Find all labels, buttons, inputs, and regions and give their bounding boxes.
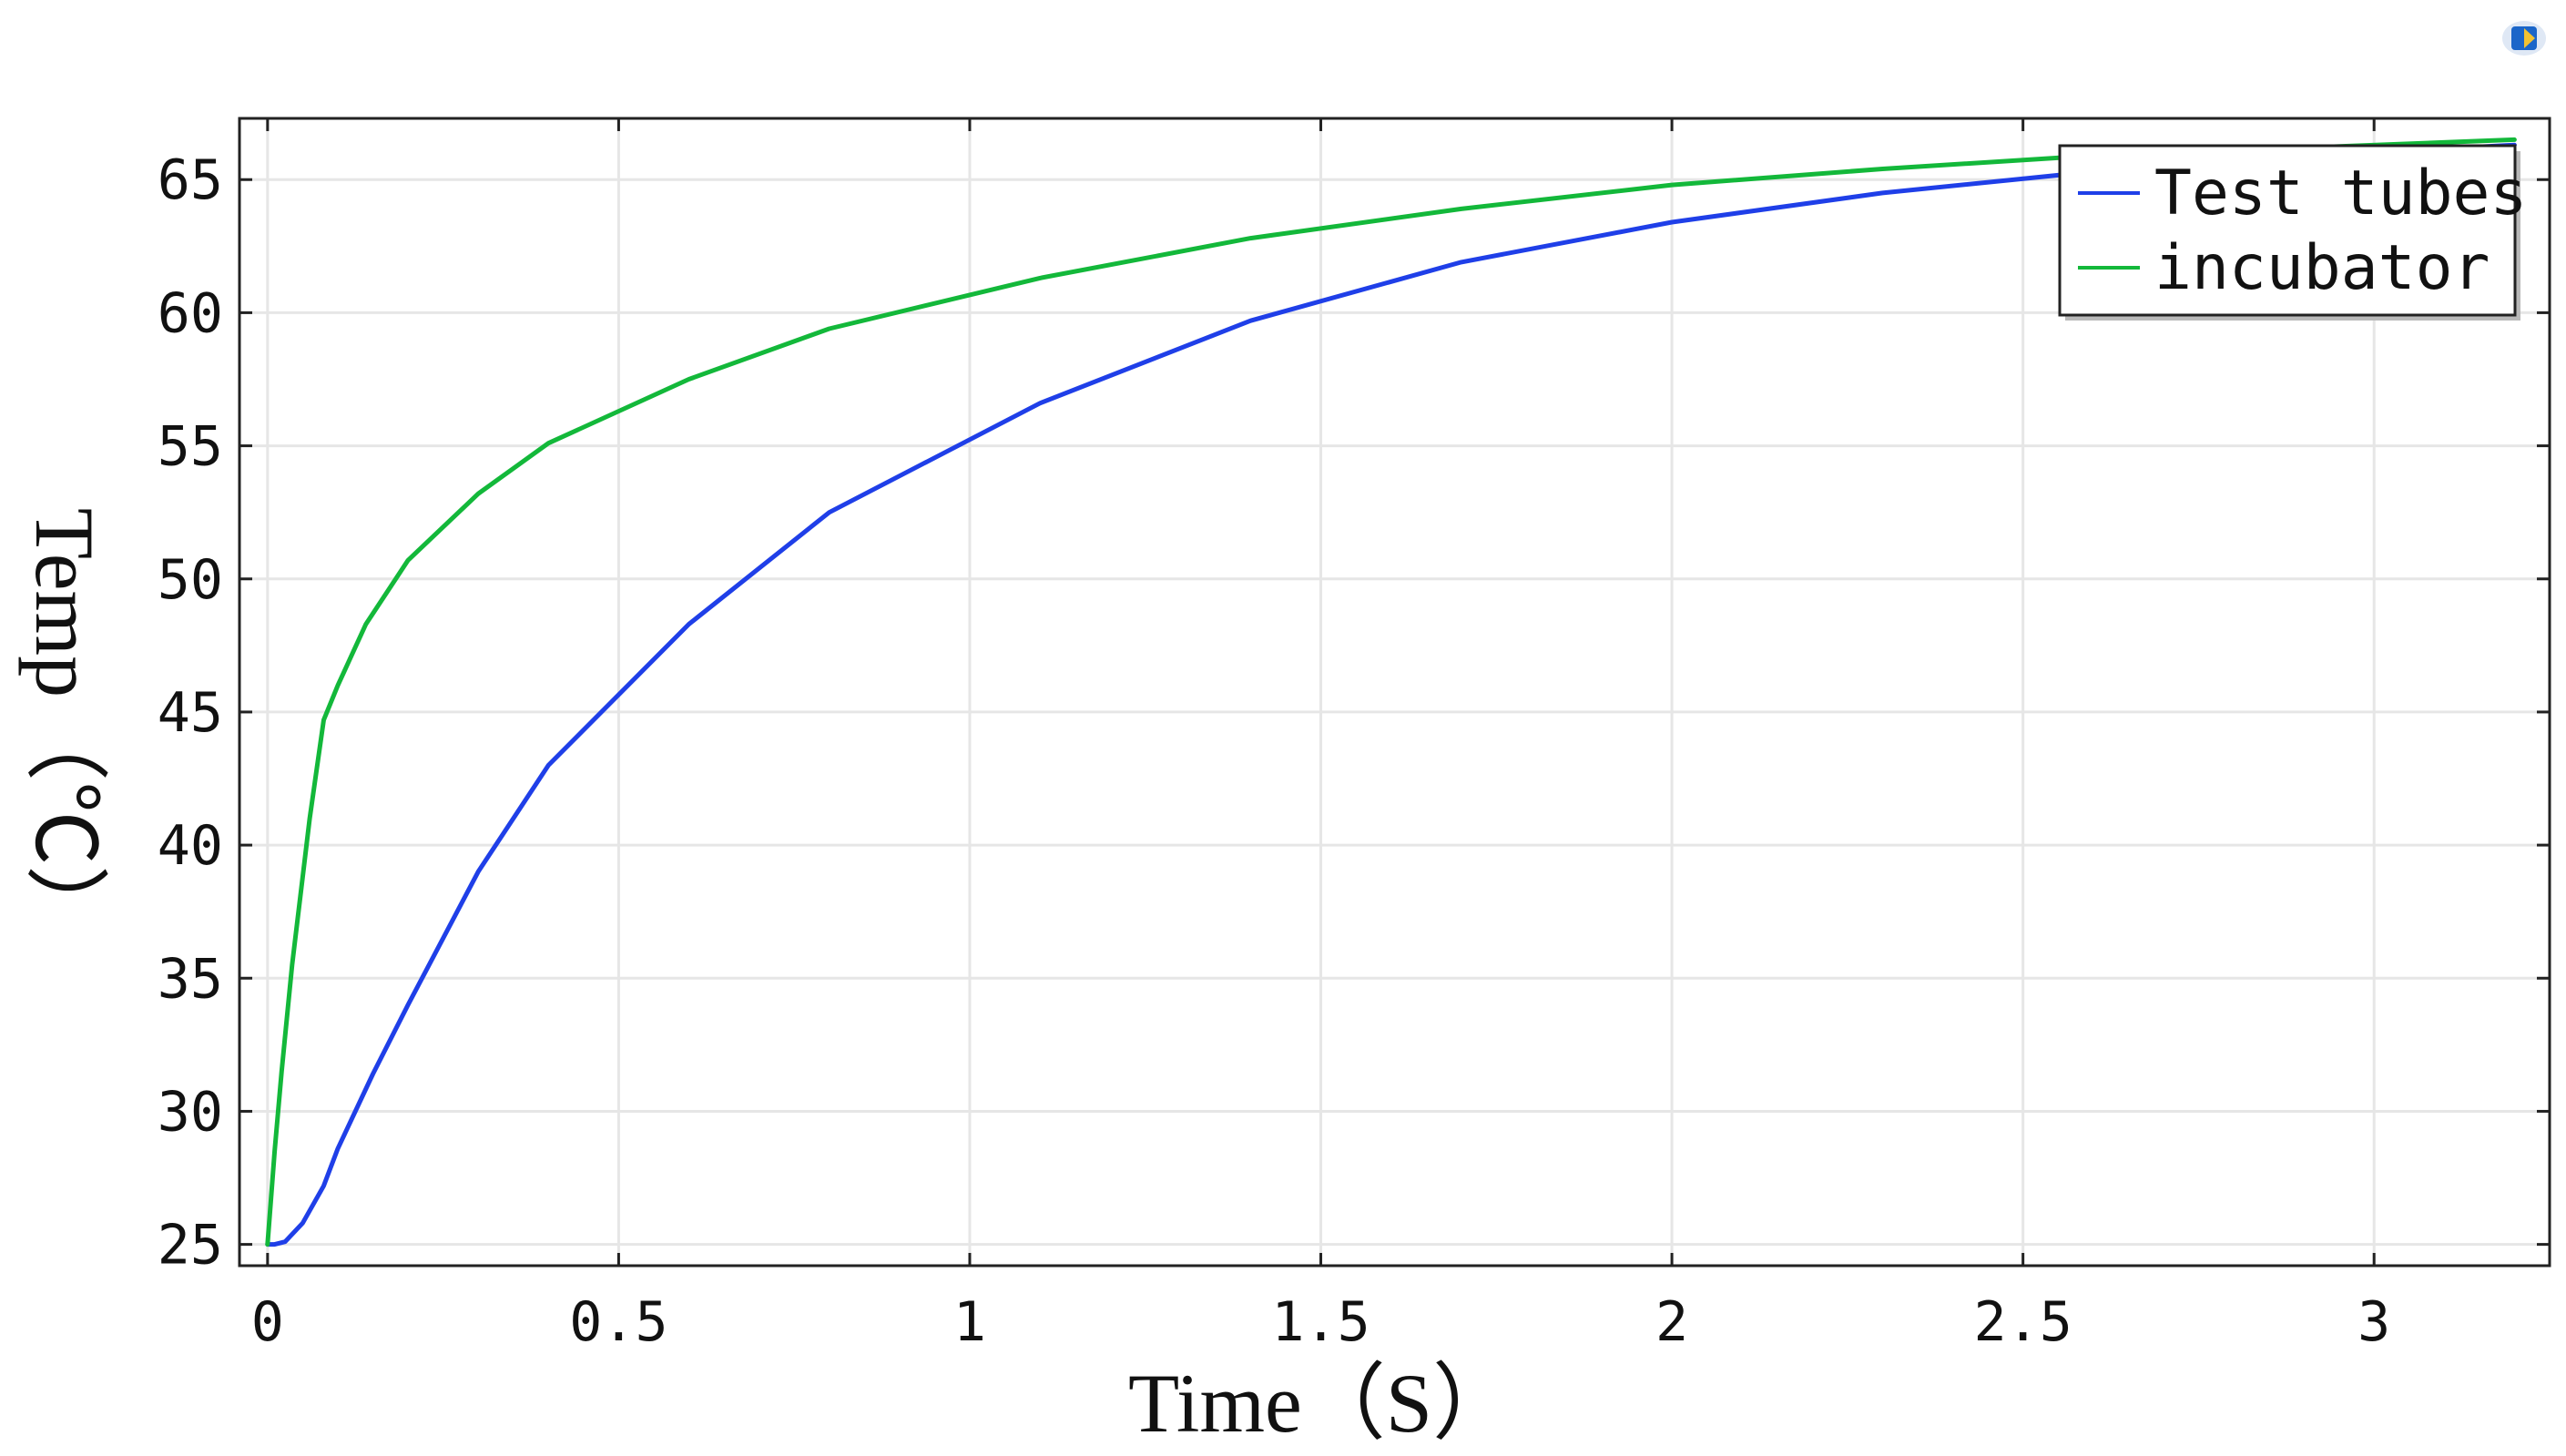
x-tick-label-5: 2.5 <box>1973 1290 2072 1354</box>
legend-label-incubator: incubator <box>2154 232 2490 304</box>
x-tick-label-2: 1 <box>953 1290 986 1354</box>
y-tick-label-5: 50 <box>158 548 223 612</box>
y-tick-label-4: 45 <box>158 681 223 745</box>
grid-lines <box>239 118 2550 1266</box>
x-axis-title: Time（S） <box>1128 1357 1516 1450</box>
y-tick-label-7: 60 <box>158 281 223 345</box>
series-line-test-tubes <box>265 142 2517 1247</box>
y-tick-label-1: 30 <box>158 1080 223 1144</box>
series-line-incubator <box>265 137 2517 1247</box>
legend-box <box>2058 144 2517 317</box>
y-axis-title: Temp（℃） <box>18 508 111 949</box>
x-tick-label-6: 3 <box>2357 1290 2390 1354</box>
y-tick-label-6: 55 <box>158 415 223 479</box>
x-tick-label-4: 2 <box>1655 1290 1688 1354</box>
legend: Test tubes incubator <box>2058 144 2527 321</box>
y-tick-label-2: 35 <box>158 947 223 1011</box>
x-tick-label-1: 0.5 <box>569 1290 667 1354</box>
plot-frame <box>238 117 2551 1268</box>
y-tick-label-0: 25 <box>158 1214 223 1278</box>
y-tick-label-8: 65 <box>158 148 223 212</box>
legend-label-test-tubes: Test tubes <box>2154 158 2527 229</box>
x-tick-label-0: 0 <box>251 1290 284 1354</box>
x-tick-label-3: 1.5 <box>1271 1290 1370 1354</box>
series-lines <box>265 137 2517 1247</box>
tick-labels: 0 0.5 1 1.5 2 2.5 3 25 30 35 40 45 50 55 60 65 <box>158 118 2550 1354</box>
y-tick-label-3: 40 <box>158 814 223 878</box>
app-logo-icon[interactable] <box>2502 21 2546 56</box>
